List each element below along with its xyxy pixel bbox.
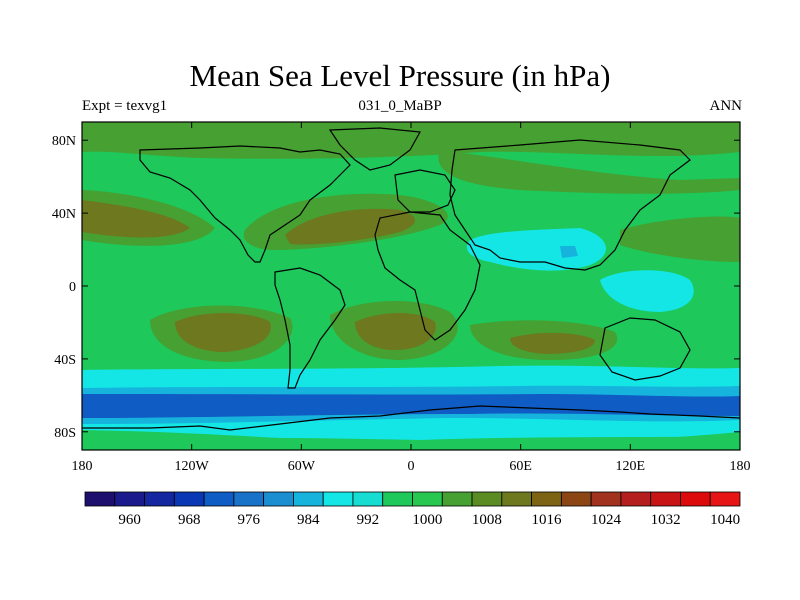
field-asian-low-core xyxy=(560,246,578,258)
colorbar-swatch xyxy=(590,491,622,507)
colorbar: 960 968 976 984 992 1000 1008 1016 1024 1032 1040 xyxy=(84,491,741,528)
colorbar-swatch xyxy=(471,491,503,507)
coast-greenland xyxy=(328,127,421,171)
map-title: Mean Sea Level Pressure (in hPa) xyxy=(189,58,611,93)
field-south-pacific-core xyxy=(175,313,271,352)
coast-africa xyxy=(374,211,481,341)
colorbar-swatch xyxy=(412,491,443,507)
lon-label: 0 xyxy=(408,459,415,474)
season-label: ANN xyxy=(709,98,743,114)
lon-label: 180 xyxy=(730,459,751,474)
coast-antarctica xyxy=(82,405,740,431)
colorbar-label: 992 xyxy=(357,512,380,528)
time-label: 031_0_MaBP xyxy=(358,98,442,114)
pressure-field xyxy=(82,122,740,450)
field-north-pacific-core xyxy=(82,200,190,238)
colorbar-swatch xyxy=(709,491,741,507)
field-southern-ocean-976 xyxy=(82,394,740,418)
colorbar-swatch xyxy=(531,491,562,507)
lon-label: 120W xyxy=(175,459,210,474)
experiment-label: Expt = texvg1 xyxy=(82,98,168,114)
lon-label: 60W xyxy=(288,459,316,474)
field-siberian-band xyxy=(438,150,740,194)
colorbar-label: 984 xyxy=(297,512,320,528)
lon-label: 180 xyxy=(72,459,93,474)
colorbar-label: 968 xyxy=(178,512,201,528)
field-asian-low xyxy=(466,228,607,271)
colorbar-label: 1000 xyxy=(412,512,442,528)
colorbar-label: 1032 xyxy=(651,512,681,528)
colorbar-swatch xyxy=(680,491,711,507)
lat-label: 0 xyxy=(69,280,76,295)
coast-north-america xyxy=(139,145,351,263)
colorbar-swatch xyxy=(233,491,265,507)
field-antarctic-high xyxy=(82,436,740,450)
lat-label: 40S xyxy=(54,353,76,368)
colorbar-swatch xyxy=(382,491,413,507)
colorbar-swatch xyxy=(650,491,681,507)
lon-label: 120E xyxy=(616,459,646,474)
colorbar-swatch xyxy=(501,491,532,507)
colorbar-swatch xyxy=(173,491,205,507)
field-north-east-pacific-high xyxy=(620,216,740,262)
colorbar-swatch xyxy=(114,491,145,507)
colorbar-swatch xyxy=(560,491,592,507)
colorbar-swatch xyxy=(620,491,652,507)
colorbar-swatch xyxy=(144,491,175,507)
axis-ticks: 80N 40N 0 40S 80S 180 120W 60W 0 60E 120E 180 xyxy=(52,122,751,474)
coastlines xyxy=(82,127,740,431)
colorbar-swatch xyxy=(84,491,116,507)
lat-label: 80N xyxy=(52,134,76,149)
colorbar-swatch xyxy=(293,491,324,507)
field-south-atlantic-core xyxy=(355,313,436,350)
lat-label: 80S xyxy=(54,426,76,441)
colorbar-label: 1040 xyxy=(710,512,740,528)
colorbar-label: 976 xyxy=(238,512,261,528)
colorbar-swatch xyxy=(352,491,384,507)
colorbar-label: 1008 xyxy=(472,512,502,528)
field-arctic-1016 xyxy=(82,122,740,159)
lat-label: 40N xyxy=(52,207,76,222)
colorbar-swatch xyxy=(203,491,235,507)
coast-australia xyxy=(599,317,691,381)
colorbar-label: 1016 xyxy=(531,512,562,528)
colorbar-label: 1024 xyxy=(591,512,622,528)
colorbar-swatch xyxy=(441,491,473,507)
lon-label: 60E xyxy=(509,459,532,474)
field-australian-low xyxy=(600,270,694,312)
coast-asia xyxy=(449,139,691,271)
coast-europe xyxy=(394,169,456,213)
colorbar-swatch xyxy=(322,491,354,507)
colorbar-swatch xyxy=(263,491,294,507)
field-south-indian-core xyxy=(510,332,595,354)
colorbar-label: 960 xyxy=(118,512,141,528)
coast-south-america xyxy=(274,267,346,389)
